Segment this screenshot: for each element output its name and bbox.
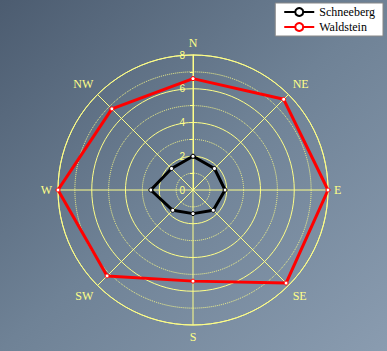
svg-text:E: E — [334, 183, 341, 197]
svg-text:Waldstein: Waldstein — [319, 20, 367, 34]
svg-text:W: W — [41, 183, 53, 197]
svg-text:NW: NW — [73, 77, 94, 91]
svg-text:NE: NE — [293, 77, 309, 91]
svg-text:SW: SW — [75, 289, 94, 303]
svg-text:8: 8 — [179, 50, 185, 61]
svg-text:SE: SE — [293, 289, 307, 303]
svg-text:2: 2 — [179, 150, 185, 162]
svg-text:0: 0 — [179, 185, 185, 196]
svg-text:S: S — [190, 330, 197, 344]
svg-text:6: 6 — [179, 83, 185, 95]
svg-text:Schneeberg: Schneeberg — [319, 5, 375, 19]
svg-text:4: 4 — [179, 117, 185, 128]
svg-text:N: N — [189, 36, 198, 50]
